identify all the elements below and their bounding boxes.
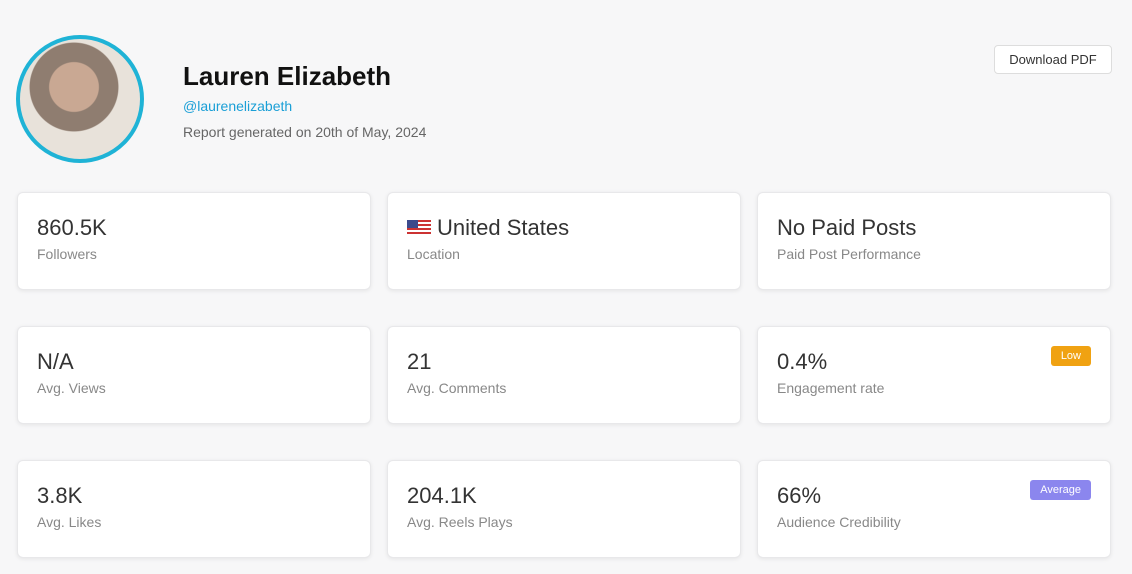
badge: Low <box>1050 346 1091 366</box>
stat-label: Engagement rate <box>777 380 885 396</box>
stat-label: Avg. Comments <box>407 380 507 396</box>
stat-label: Location <box>407 246 460 262</box>
download-button[interactable]: Download PDF <box>994 45 1112 74</box>
avatar <box>16 35 144 163</box>
stat-value: 860.5K <box>37 215 107 240</box>
stat-value: 0.4% <box>777 349 828 374</box>
stat-value: 204.1K <box>407 483 477 508</box>
stat-label: Paid Post Performance <box>777 246 921 262</box>
stat-card: 0.4% Engagement rate Low <box>757 326 1111 424</box>
stat-value: No Paid Posts <box>777 215 917 240</box>
stat-label: Avg. Reels Plays <box>407 514 513 530</box>
stat-card: No Paid Posts Paid Post Performance <box>757 192 1111 290</box>
profile-name: Lauren Elizabeth <box>183 61 392 91</box>
report-date: Report generated on 20th of May, 2024 <box>183 124 427 140</box>
flag-icon <box>407 220 431 234</box>
badge: Average <box>1030 480 1091 500</box>
stat-value: 21 <box>407 349 432 374</box>
stat-card: 3.8K Avg. Likes <box>17 460 371 558</box>
profile-handle[interactable]: @laurenelizabeth <box>183 98 293 114</box>
stat-card: 66% Audience Credibility Average <box>757 460 1111 558</box>
stat-card: 204.1K Avg. Reels Plays <box>387 460 741 558</box>
stat-card: United States Location <box>387 192 741 290</box>
stat-value: 66% <box>777 483 822 508</box>
stat-value: United States <box>407 215 569 241</box>
stat-label: Avg. Likes <box>37 514 102 530</box>
stat-card: N/A Avg. Views <box>17 326 371 424</box>
stat-card: 21 Avg. Comments <box>387 326 741 424</box>
stat-value: 3.8K <box>37 483 83 508</box>
stat-value: N/A <box>37 349 74 374</box>
stat-label: Avg. Views <box>37 380 106 396</box>
stat-label: Followers <box>37 246 97 262</box>
stat-card: 860.5K Followers <box>17 192 371 290</box>
stat-label: Audience Credibility <box>777 514 901 530</box>
